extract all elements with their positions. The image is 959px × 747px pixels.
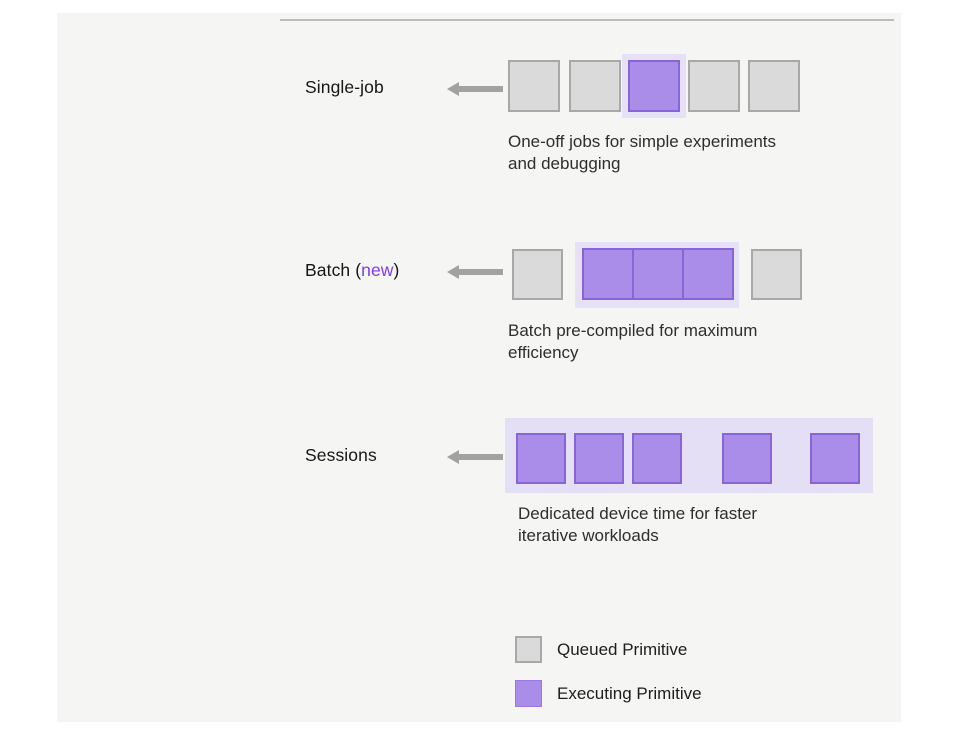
queued-primitive-square bbox=[569, 60, 621, 112]
caption-line: efficiency bbox=[508, 343, 579, 362]
caption-line: and debugging bbox=[508, 154, 621, 173]
arrow-tail bbox=[457, 454, 503, 460]
queued-primitive-square bbox=[751, 249, 802, 300]
executing-primitive-square bbox=[810, 433, 860, 484]
queued-legend-swatch bbox=[515, 636, 542, 663]
executing-legend-swatch bbox=[515, 680, 542, 707]
batch-executing-group bbox=[582, 248, 734, 300]
queued-legend-label: Queued Primitive bbox=[557, 640, 688, 659]
executing-primitive-square bbox=[722, 433, 772, 484]
arrow-head bbox=[447, 265, 459, 279]
executing-primitive-square bbox=[682, 248, 734, 300]
top-divider-line bbox=[280, 19, 894, 21]
queued-primitive-square bbox=[512, 249, 563, 300]
executing-primitive-square bbox=[516, 433, 566, 484]
batch-label-suffix: ) bbox=[393, 260, 400, 280]
caption-line: iterative workloads bbox=[518, 526, 659, 545]
arrow-left-icon bbox=[447, 264, 503, 280]
batch-caption: Batch pre-compiled for maximum efficienc… bbox=[508, 320, 757, 364]
executing-primitive-square bbox=[628, 60, 680, 112]
arrow-head bbox=[447, 450, 459, 464]
arrow-left-icon bbox=[447, 449, 503, 465]
executing-primitive-square bbox=[632, 248, 684, 300]
executing-legend-label: Executing Primitive bbox=[557, 684, 702, 703]
diagram-panel bbox=[57, 13, 901, 722]
caption-line: Batch pre-compiled for maximum bbox=[508, 321, 758, 340]
arrow-tail bbox=[457, 269, 503, 275]
arrow-head bbox=[447, 82, 459, 96]
executing-primitive-square bbox=[632, 433, 682, 484]
single-job-label: Single-job bbox=[305, 77, 384, 97]
sessions-caption: Dedicated device time for faster iterati… bbox=[518, 503, 757, 547]
executing-primitive-square bbox=[582, 248, 634, 300]
batch-label-prefix: Batch ( bbox=[305, 260, 362, 280]
queued-primitive-square bbox=[508, 60, 560, 112]
batch-label: Batch (new) bbox=[305, 260, 399, 281]
new-badge: new bbox=[361, 260, 394, 280]
single-job-caption: One-off jobs for simple experiments and … bbox=[508, 131, 776, 175]
caption-line: Dedicated device time for faster bbox=[518, 504, 758, 523]
caption-line: One-off jobs for simple experiments bbox=[508, 132, 777, 151]
arrow-left-icon bbox=[447, 81, 503, 97]
arrow-tail bbox=[457, 86, 503, 92]
sessions-label: Sessions bbox=[305, 445, 377, 465]
queued-primitive-square bbox=[688, 60, 740, 112]
executing-primitive-square bbox=[574, 433, 624, 484]
queued-primitive-square bbox=[748, 60, 800, 112]
